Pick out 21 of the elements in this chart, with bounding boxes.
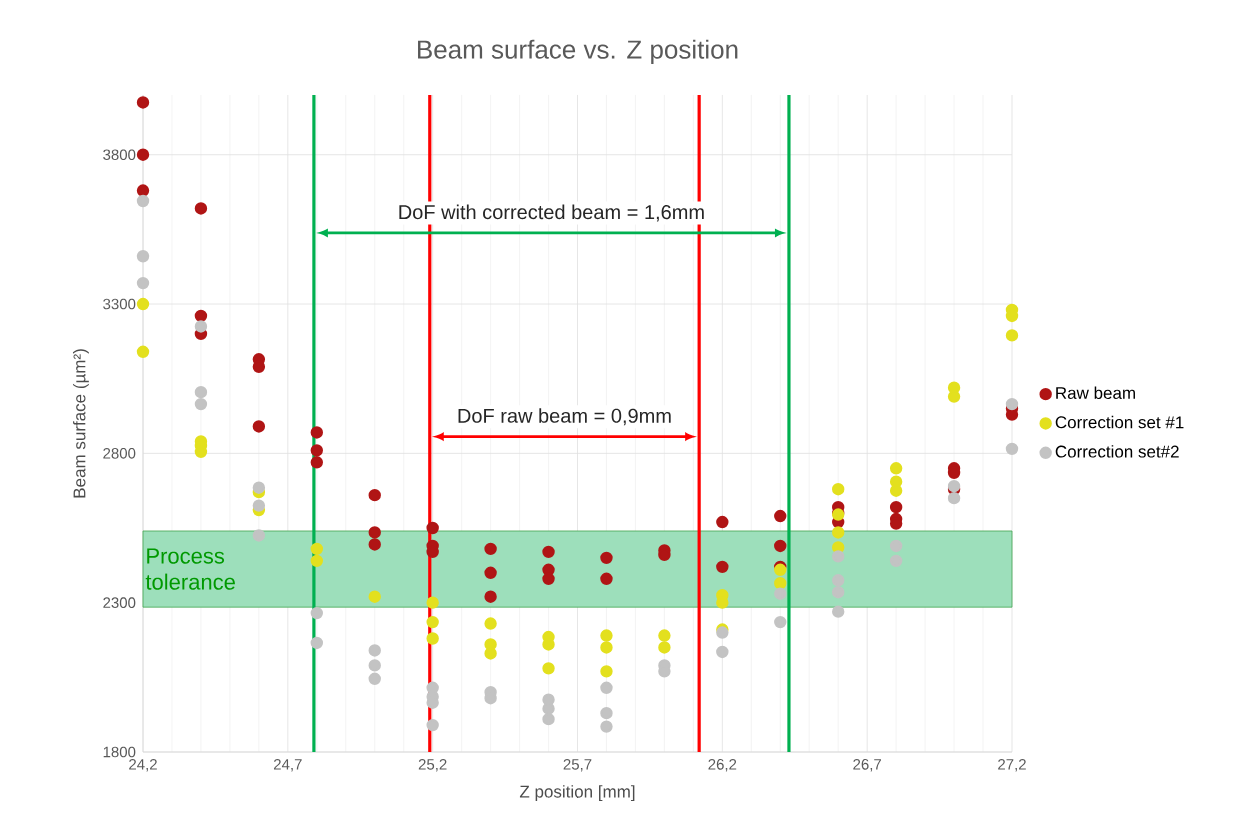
x-tick-label: 25,2 xyxy=(418,759,447,772)
y-tick-label: 1800 xyxy=(103,746,136,758)
y-tick-label: 2300 xyxy=(103,597,136,608)
x-axis-title: Z position [mm] xyxy=(519,785,635,802)
y-tick-label: 3800 xyxy=(103,149,136,161)
x-tick-label: 24,2 xyxy=(129,759,157,772)
band-label: Process tolerance xyxy=(145,548,235,590)
annotation: DoF raw beam = 0,9mm xyxy=(458,408,671,426)
x-tick-label: 26,2 xyxy=(708,759,737,772)
legend-label: Correction set #1 xyxy=(1055,415,1184,429)
x-tick-label: 27,2 xyxy=(998,759,1026,772)
x-tick-label: 26,7 xyxy=(853,759,882,772)
legend-label: Correction set#2 xyxy=(1055,445,1179,458)
x-tick-label: 25,7 xyxy=(563,759,592,772)
chart-title: Beam surface vs. Z position xyxy=(418,39,738,64)
y-tick-label: 3300 xyxy=(103,298,136,310)
y-tick-label: 2800 xyxy=(103,448,136,459)
x-tick-label: 24,7 xyxy=(273,759,302,772)
y-axis-title: Beam surface (µm²) xyxy=(72,349,89,498)
legend-label: Raw beam xyxy=(1056,386,1135,399)
annotation: DoF with corrected beam = 1,6mm xyxy=(399,204,704,222)
